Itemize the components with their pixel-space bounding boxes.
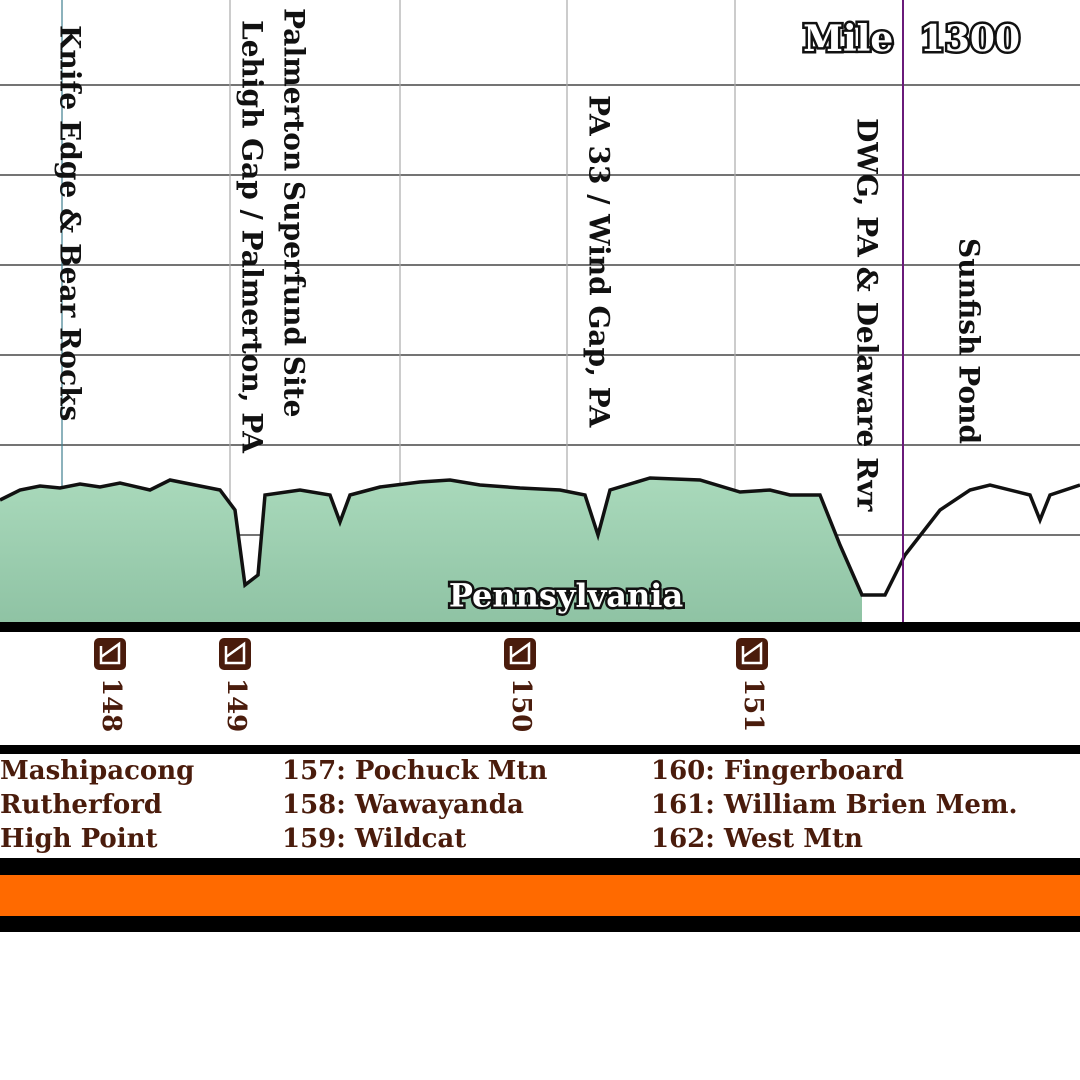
landmark-label: Lehigh Gap / Palmerton, PA — [236, 20, 269, 454]
shelter-icon — [94, 638, 126, 670]
mile-label: Mile — [803, 18, 893, 60]
shelter-icon — [736, 638, 768, 670]
shelter-number: 150 — [506, 678, 536, 732]
mile-number: 1300 — [920, 18, 1020, 60]
landmark-label: Knife Edge & Bear Rocks — [54, 25, 87, 421]
landmark-label: DWG, PA & Delaware Rvr — [851, 118, 884, 513]
landmark-label: Sunfish Pond — [953, 238, 986, 444]
shelter-number: 149 — [221, 678, 251, 732]
shelter-number: 148 — [96, 678, 126, 732]
shelter-icon — [504, 638, 536, 670]
mile-marker: Mile 1300 — [803, 18, 1020, 60]
shelter-list-item: High Point — [0, 824, 158, 854]
shelter-list-item: 158: Wawayanda — [282, 790, 524, 820]
shelter-number: 151 — [738, 678, 768, 732]
shelter-list-item: Rutherford — [0, 790, 162, 820]
shelter-list-item: Mashipacong — [0, 756, 194, 786]
shelter-icon — [219, 638, 251, 670]
shelter-list-item: 159: Wildcat — [282, 824, 466, 854]
shelter-list-item: 161: William Brien Mem. — [651, 790, 1018, 820]
landmark-label: Palmerton Superfund Site — [278, 8, 311, 417]
shelter-list-item: 162: West Mtn — [651, 824, 863, 854]
shelter-glyph — [509, 641, 531, 665]
dynamic: Knife Edge & Bear Rocks Lehigh Gap / Palm… — [0, 8, 1018, 854]
shelter-glyph — [224, 641, 246, 665]
shelter-list-item: 157: Pochuck Mtn — [282, 756, 547, 786]
state-label: Pennsylvania — [449, 577, 683, 615]
shelter-glyph — [741, 641, 763, 665]
shelter-glyph — [99, 641, 121, 665]
shelter-list-item: 160: Fingerboard — [651, 756, 904, 786]
terrain — [0, 0, 1080, 622]
landmark-label: PA 33 / Wind Gap, PA — [583, 95, 616, 429]
